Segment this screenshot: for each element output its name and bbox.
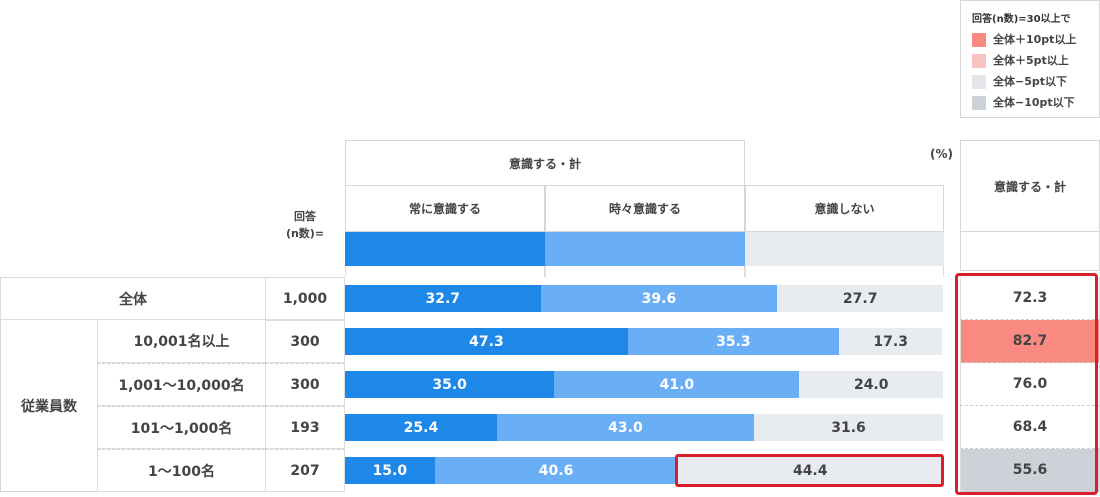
n-header: 回答 (n数)= bbox=[285, 210, 325, 240]
bar-value-label: 35.3 bbox=[716, 333, 751, 350]
legend-item: 全体＋5pt以上 bbox=[972, 52, 1099, 68]
bar-value-label: 25.4 bbox=[403, 419, 439, 436]
legend-swatch bbox=[972, 75, 986, 89]
legend-item: 全体−10pt以下 bbox=[972, 94, 1099, 110]
legend-swatch bbox=[972, 54, 986, 68]
bar-segment: 25.4 bbox=[345, 414, 497, 441]
column-divider bbox=[545, 266, 745, 277]
bar-segment: 40.6 bbox=[434, 457, 678, 484]
bar-value-label: 31.6 bbox=[831, 419, 866, 436]
series-header: 常に意識する bbox=[345, 185, 545, 232]
series-color-key bbox=[545, 232, 745, 266]
bar-value-label: 44.4 bbox=[792, 462, 828, 479]
legend-label: 全体＋5pt以上 bbox=[993, 54, 1069, 67]
row-label: 全体 bbox=[0, 277, 265, 320]
bar-value-label: 27.7 bbox=[842, 290, 878, 307]
column-divider bbox=[345, 266, 545, 277]
legend-swatch bbox=[972, 96, 986, 110]
row-total: 76.0 bbox=[960, 363, 1100, 406]
bar-segment: 32.7 bbox=[345, 285, 541, 312]
row-n: 1,000 bbox=[265, 277, 345, 320]
bar-segment: 17.3 bbox=[838, 328, 943, 355]
bar-segment: 31.6 bbox=[754, 414, 943, 441]
row-label: 1,001〜10,000名 bbox=[97, 363, 265, 406]
row-n: 300 bbox=[265, 363, 345, 406]
bar-segment: 35.0 bbox=[345, 371, 555, 398]
legend-label: 全体＋10pt以上 bbox=[993, 33, 1077, 46]
row-total: 68.4 bbox=[960, 406, 1100, 449]
legend-label: 全体−10pt以下 bbox=[993, 96, 1075, 109]
bar-value-label: 41.0 bbox=[659, 376, 695, 393]
column-divider bbox=[745, 266, 944, 277]
series-color-key bbox=[345, 232, 545, 266]
row-n: 207 bbox=[265, 449, 345, 492]
bar-value-label: 40.6 bbox=[538, 462, 574, 479]
bar-value-label: 35.0 bbox=[432, 376, 467, 393]
row-n: 300 bbox=[265, 320, 345, 363]
bar-value-label: 32.7 bbox=[425, 290, 461, 307]
bar-segment: 35.3 bbox=[627, 328, 839, 355]
bar-segment: 41.0 bbox=[554, 371, 800, 398]
bar-value-label: 15.0 bbox=[372, 462, 408, 479]
bar-segment: 27.7 bbox=[777, 285, 943, 312]
group-header: 意識する・計 bbox=[345, 140, 745, 186]
legend-item: 全体−5pt以下 bbox=[972, 73, 1099, 89]
row-label: 10,001名以上 bbox=[97, 320, 265, 363]
bar-value-label: 47.3 bbox=[469, 333, 504, 350]
bar-value-label: 43.0 bbox=[608, 419, 643, 436]
bar-value-label: 17.3 bbox=[873, 333, 908, 350]
bar-segment: 44.4 bbox=[677, 457, 943, 484]
series-color-key bbox=[745, 232, 944, 266]
row-label: 101〜1,000名 bbox=[97, 406, 265, 449]
unit-label: (%) bbox=[930, 147, 953, 161]
bar-segment: 47.3 bbox=[345, 328, 628, 355]
bar-value-label: 24.0 bbox=[853, 376, 889, 393]
highlight-total-column bbox=[955, 273, 1098, 495]
total-header: 意識する・計 bbox=[960, 140, 1100, 232]
bar-segment: 24.0 bbox=[799, 371, 943, 398]
bar-segment: 39.6 bbox=[540, 285, 778, 312]
series-header: 時々意識する bbox=[545, 185, 745, 232]
legend-title: 回答(n数)=30以上で bbox=[972, 14, 1071, 25]
row-total: 82.7 bbox=[960, 320, 1100, 363]
bar-segment: 15.0 bbox=[345, 457, 435, 484]
row-n: 193 bbox=[265, 406, 345, 449]
legend-item: 全体＋10pt以上 bbox=[972, 31, 1099, 47]
series-header: 意識しない bbox=[745, 185, 944, 232]
highlight-cell bbox=[675, 454, 944, 487]
legend-swatch bbox=[972, 33, 986, 47]
bar-segment: 43.0 bbox=[496, 414, 755, 441]
row-total: 72.3 bbox=[960, 277, 1100, 320]
total-header-spacer bbox=[960, 231, 1100, 271]
group-label: 従業員数 bbox=[0, 319, 98, 492]
legend: 回答(n数)=30以上で 全体＋10pt以上 全体＋5pt以上 全体−5pt以下 全体… bbox=[960, 0, 1100, 118]
row-label: 1〜100名 bbox=[97, 449, 265, 492]
bar-value-label: 39.6 bbox=[641, 290, 677, 307]
legend-label: 全体−5pt以下 bbox=[993, 75, 1068, 88]
